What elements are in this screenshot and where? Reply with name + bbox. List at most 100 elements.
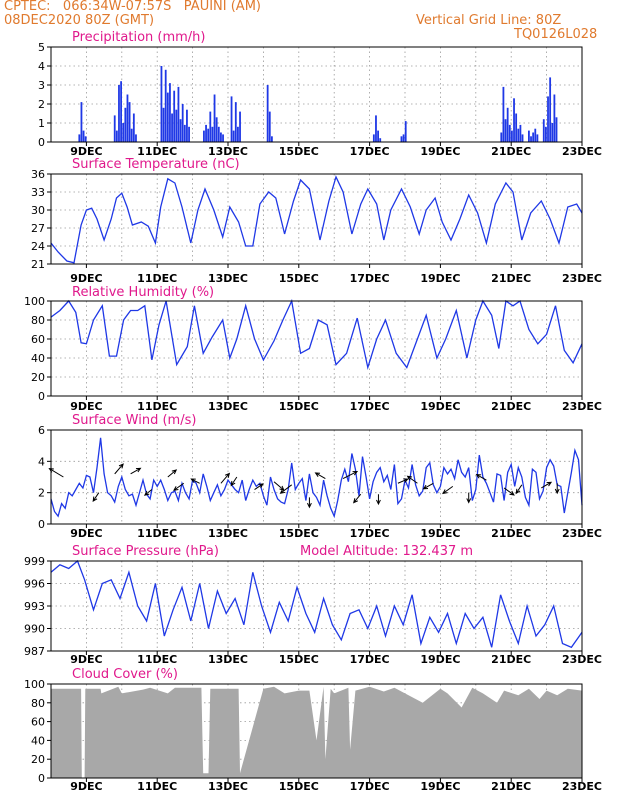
precip-bar bbox=[544, 126, 547, 142]
x-tick-label: 23DEC bbox=[562, 400, 602, 413]
x-tick-label: 9DEC bbox=[70, 400, 102, 413]
x-tick-label: 17DEC bbox=[350, 527, 390, 540]
x-tick-label: 21DEC bbox=[491, 272, 531, 285]
panel-title: Surface Temperature (nC) bbox=[72, 157, 240, 172]
x-tick-label: 11DEC bbox=[137, 653, 177, 666]
panel-title: Precipitation (mm/h) bbox=[72, 30, 205, 45]
plot-frame bbox=[50, 300, 583, 397]
precip-bar bbox=[513, 98, 515, 142]
precip-bar bbox=[122, 123, 125, 142]
x-tick-label: 9DEC bbox=[70, 527, 102, 540]
wind-arrow bbox=[442, 485, 454, 495]
wind-arrow bbox=[220, 472, 231, 484]
y-tick-label: 993 bbox=[24, 600, 45, 613]
precip-bar bbox=[234, 102, 237, 142]
precip-bar bbox=[270, 136, 273, 142]
y-tick-label: 0 bbox=[38, 390, 45, 403]
precip-bar bbox=[173, 90, 176, 142]
series-line bbox=[50, 175, 583, 264]
x-tick-label: 23DEC bbox=[562, 272, 602, 285]
precip-bar bbox=[528, 130, 530, 142]
panel-title: Relative Humidity (%) bbox=[72, 285, 214, 300]
panel-title: Cloud Cover (%) bbox=[72, 667, 178, 682]
x-tick-label: 13DEC bbox=[208, 653, 248, 666]
precip-bar bbox=[130, 128, 133, 142]
x-tick-label: 21DEC bbox=[491, 400, 531, 413]
y-tick-label: 33 bbox=[31, 186, 45, 199]
x-tick-label: 23DEC bbox=[562, 653, 602, 666]
precip-bar bbox=[222, 134, 224, 142]
panel-temp: Surface Temperature (nC) 21 24 27 30 33 36 9DEC… bbox=[31, 157, 602, 285]
precip-bar bbox=[239, 111, 241, 142]
precip-bar bbox=[515, 113, 518, 142]
y-tick-label: 987 bbox=[24, 645, 45, 658]
y-tick-label: 36 bbox=[31, 168, 45, 181]
precip-bar bbox=[230, 96, 233, 142]
precip-bar bbox=[530, 136, 532, 142]
x-tick-label: 21DEC bbox=[491, 527, 531, 540]
x-tick-label: 13DEC bbox=[208, 400, 248, 413]
precip-bar bbox=[536, 134, 539, 142]
x-tick-label: 21DEC bbox=[491, 653, 531, 666]
precip-bar bbox=[113, 115, 116, 142]
wind-arrow bbox=[397, 478, 409, 484]
y-tick-label: 990 bbox=[24, 623, 45, 636]
x-tick-label: 19DEC bbox=[420, 272, 460, 285]
location-header: CPTEC: 066:34W-07:57S PAUINI (AM) bbox=[4, 0, 261, 14]
wind-arrow bbox=[376, 494, 381, 506]
plot-frame bbox=[50, 683, 583, 779]
y-tick-label: 30 bbox=[31, 204, 45, 217]
wind-arrow bbox=[254, 483, 264, 490]
y-tick-label: 60 bbox=[31, 716, 45, 729]
x-tick-label: 11DEC bbox=[137, 780, 177, 793]
precip-bar bbox=[84, 136, 87, 142]
wind-arrow bbox=[466, 492, 472, 504]
x-tick-label: 19DEC bbox=[420, 400, 460, 413]
wind-arrow bbox=[353, 493, 362, 504]
precip-bar bbox=[237, 126, 239, 142]
precip-bar bbox=[553, 94, 556, 142]
y-tick-label: 3 bbox=[38, 79, 45, 92]
x-tick-label: 17DEC bbox=[350, 653, 390, 666]
x-tick-label: 15DEC bbox=[279, 780, 319, 793]
x-tick-label: 19DEC bbox=[420, 780, 460, 793]
precip-bar bbox=[547, 96, 549, 142]
precip-bar bbox=[504, 119, 507, 142]
y-tick-label: 40 bbox=[31, 734, 45, 747]
x-tick-label: 19DEC bbox=[420, 653, 460, 666]
panel-title: Surface Wind (m/s) bbox=[72, 413, 196, 428]
wind-arrow bbox=[422, 482, 434, 490]
x-tick-label: 11DEC bbox=[137, 272, 177, 285]
precip-bar bbox=[186, 109, 188, 142]
wind-arrow bbox=[114, 463, 124, 475]
x-tick-label: 13DEC bbox=[208, 527, 248, 540]
wind-arrow bbox=[554, 483, 560, 495]
x-tick-label: 19DEC bbox=[420, 145, 460, 158]
precip-bar bbox=[404, 121, 407, 142]
precip-bar bbox=[232, 130, 235, 142]
y-tick-label: 4 bbox=[38, 60, 45, 73]
run-date-header: 08DEC2020 80Z (GMT) bbox=[4, 13, 155, 28]
precip-bar bbox=[80, 102, 83, 142]
y-tick-label: 2 bbox=[38, 98, 45, 111]
wind-arrow bbox=[92, 492, 100, 503]
precip-bar bbox=[132, 113, 135, 142]
y-tick-label: 40 bbox=[31, 352, 45, 365]
precip-bar bbox=[519, 124, 522, 142]
model-altitude: Model Altitude: 132.437 m bbox=[300, 544, 473, 559]
precip-bar bbox=[171, 113, 173, 142]
grid-line-note: Vertical Grid Line: 80Z bbox=[416, 13, 562, 28]
precip-bar bbox=[120, 81, 122, 142]
panel-cloud: Cloud Cover (%) 0 20 40 60 80 100 9DEC 11DEC 13DE… bbox=[24, 667, 602, 793]
y-tick-label: 80 bbox=[31, 314, 45, 327]
precip-bar bbox=[266, 85, 269, 142]
x-tick-label: 11DEC bbox=[137, 145, 177, 158]
precip-bar bbox=[169, 83, 171, 142]
plot-frame bbox=[50, 429, 583, 525]
wind-arrow bbox=[173, 482, 185, 491]
y-tick-label: 5 bbox=[38, 41, 45, 54]
precip-bar bbox=[372, 134, 375, 142]
precip-bar bbox=[207, 128, 210, 142]
precip-bar bbox=[205, 124, 207, 142]
plot-frame bbox=[50, 173, 583, 265]
